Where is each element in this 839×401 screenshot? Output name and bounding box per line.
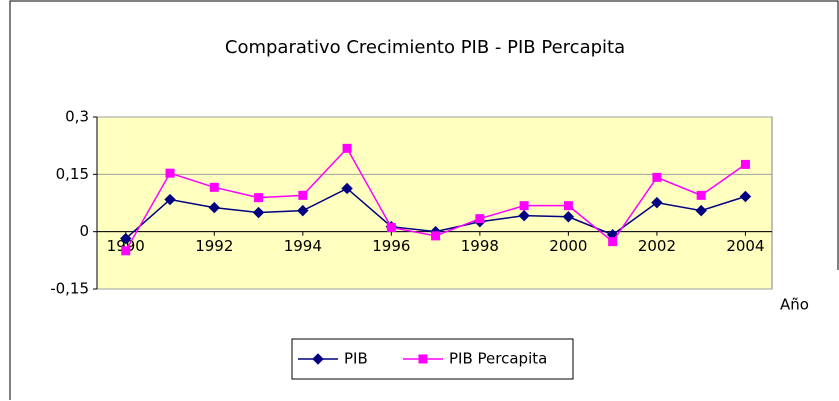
data-point (652, 172, 662, 182)
y-tick-label: 0,15 (56, 165, 89, 183)
x-tick-label: 1992 (195, 237, 233, 255)
data-point (608, 237, 618, 247)
x-axis-title: Año (780, 296, 809, 314)
data-point (696, 190, 706, 200)
data-point (651, 196, 663, 209)
data-point (209, 182, 219, 192)
y-tick-label: -0,15 (50, 280, 89, 298)
x-tick-label: 2000 (549, 237, 587, 255)
data-point (164, 193, 176, 206)
data-point (431, 231, 441, 241)
legend-label: PIB (344, 350, 368, 368)
legend-marker (418, 354, 428, 364)
data-point (562, 211, 575, 223)
data-point (519, 201, 529, 211)
legend-marker (312, 353, 324, 365)
x-tick-label: 1994 (284, 237, 322, 255)
data-point (740, 159, 750, 169)
data-point (298, 190, 308, 200)
plot-area (96, 116, 773, 290)
data-point (297, 204, 309, 217)
data-point (695, 204, 707, 217)
y-tick-label: 0,3 (65, 108, 89, 126)
data-point (386, 222, 396, 232)
chart-frame (9, 0, 839, 400)
y-tick-label: 0 (79, 222, 89, 240)
data-point (120, 232, 132, 245)
data-point (165, 168, 175, 178)
data-point (121, 246, 131, 256)
chart-title: Comparativo Crecimiento PIB - PIB Percap… (225, 37, 625, 58)
x-tick-label: 1990 (107, 237, 145, 255)
data-point (518, 209, 530, 222)
legend-label: PIB Percapita (449, 350, 547, 368)
data-point (563, 201, 573, 211)
x-tick-label: 2002 (638, 237, 676, 255)
data-point (254, 193, 264, 203)
x-tick-label: 1998 (461, 237, 499, 255)
data-point (208, 201, 221, 214)
data-point (341, 182, 353, 195)
x-tick-label: 2004 (726, 237, 764, 255)
x-tick-label: 1996 (372, 237, 410, 255)
data-point (475, 214, 485, 224)
data-point (739, 190, 752, 203)
data-point (342, 143, 352, 153)
data-point (252, 206, 265, 219)
